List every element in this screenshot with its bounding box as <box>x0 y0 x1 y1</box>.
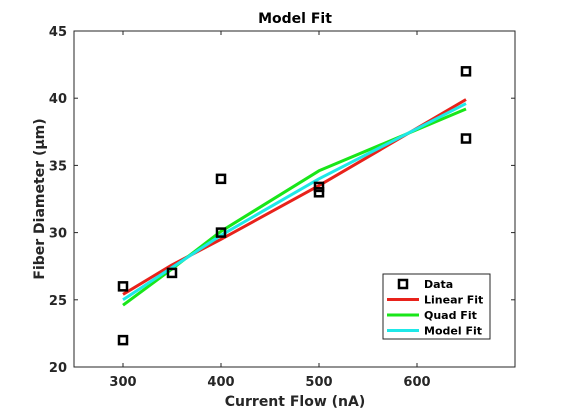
data-point <box>460 66 472 77</box>
series-line-linear-fit <box>122 98 467 296</box>
y-axis-label: Fiber Diameter (μm) <box>32 118 48 279</box>
x-tick-label: 500 <box>305 375 332 390</box>
data-point <box>313 187 325 198</box>
plot-frame <box>73 30 516 368</box>
x-tick-label: 400 <box>207 375 234 390</box>
legend-label-quad-fit: Quad Fit <box>424 309 477 322</box>
series-layer <box>117 66 472 346</box>
y-tick-label: 40 <box>49 92 67 107</box>
y-tick-label: 25 <box>49 294 67 309</box>
x-tick-label: 300 <box>109 375 136 390</box>
data-point <box>215 227 227 238</box>
x-tick-label: 600 <box>403 375 430 390</box>
y-tick-label: 30 <box>49 227 67 242</box>
data-point <box>117 334 129 346</box>
x-axis-ticks: 300 400 500 600 <box>109 31 431 390</box>
legend-marker-data <box>397 278 409 290</box>
legend-label-data: Data <box>424 278 453 291</box>
y-tick-label: 20 <box>49 361 67 376</box>
legend: Data Linear Fit Quad Fit Model Fit <box>382 273 491 340</box>
series-line-model-fit <box>122 102 467 302</box>
x-axis-label: Current Flow (nA) <box>225 394 365 410</box>
data-point <box>166 267 178 279</box>
y-tick-label: 45 <box>49 25 67 40</box>
legend-label-model-fit: Model Fit <box>424 325 482 338</box>
data-point <box>215 173 227 185</box>
chart-title: Model Fit <box>258 11 332 27</box>
data-point <box>460 133 472 144</box>
legend-box <box>382 273 491 340</box>
y-tick-label: 35 <box>49 159 67 174</box>
y-axis-ticks: 20 25 30 35 40 45 <box>49 25 515 376</box>
data-point <box>117 281 129 292</box>
legend-label-linear-fit: Linear Fit <box>424 294 483 307</box>
data-point <box>313 181 325 193</box>
series-line-quad-fit <box>122 107 467 307</box>
